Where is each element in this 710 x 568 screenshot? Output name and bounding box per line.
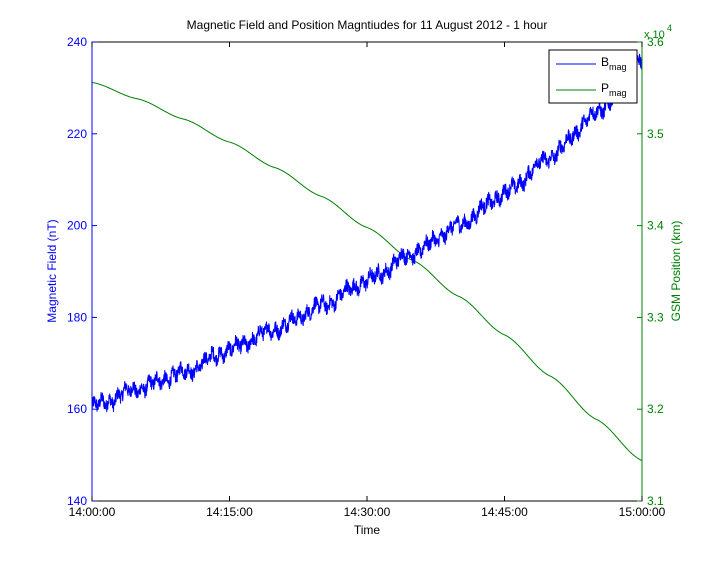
left-y-tick-label: 200 <box>67 219 87 233</box>
legend: Bmag Pmag <box>548 49 638 104</box>
left-y-tick-label: 220 <box>67 127 87 141</box>
chart-title: Magnetic Field and Position Magntiudes f… <box>187 18 548 32</box>
x-tick-label: 15:00:00 <box>619 505 666 519</box>
legend-label-b-main: B <box>601 55 609 69</box>
right-y-tick-label: 3.6 <box>647 35 664 49</box>
legend-label-b-sub: mag <box>609 62 627 72</box>
x-tick-label: 14:00:00 <box>69 505 116 519</box>
right-y-axis-label: GSM Position (km) <box>669 221 683 322</box>
right-y-axis: 3.1 3.2 3.3 3.4 3.5 3.6 <box>637 35 664 508</box>
x-axis-label: Time <box>354 523 381 537</box>
right-y-tick-label: 3.3 <box>647 310 664 324</box>
x-tick-label: 14:45:00 <box>481 505 528 519</box>
right-axis-exponent-power: 4 <box>667 23 672 33</box>
legend-label-p-main: P <box>601 81 609 95</box>
legend-label-p-sub: mag <box>609 88 627 98</box>
left-y-tick-label: 160 <box>67 402 87 416</box>
legend-label-b: Bmag <box>601 55 627 72</box>
left-y-tick-label: 180 <box>67 310 87 324</box>
x-tick-label: 14:30:00 <box>344 505 391 519</box>
right-axis-exponent: x 10 4 <box>644 23 672 41</box>
left-y-axis-label: Magnetic Field (nT) <box>45 219 59 322</box>
series-line-bmag <box>92 53 642 413</box>
right-y-tick-label: 3.2 <box>647 402 664 416</box>
right-y-tick-label: 3.5 <box>647 127 664 141</box>
left-y-tick-label: 140 <box>67 494 87 508</box>
x-axis: 14:00:00 14:15:00 14:30:00 14:45:00 15:00:00 <box>69 42 666 519</box>
x-tick-label: 14:15:00 <box>206 505 253 519</box>
legend-label-p: Pmag <box>601 81 627 98</box>
legend-box <box>548 49 638 104</box>
series-line-pmag <box>92 81 642 462</box>
right-y-tick-label: 3.4 <box>647 219 664 233</box>
right-y-tick-label: 3.1 <box>647 494 664 508</box>
left-y-tick-label: 240 <box>67 35 87 49</box>
left-y-axis: 140 160 180 200 220 240 <box>67 35 97 508</box>
right-axis-exponent-base: x 10 <box>644 29 665 41</box>
